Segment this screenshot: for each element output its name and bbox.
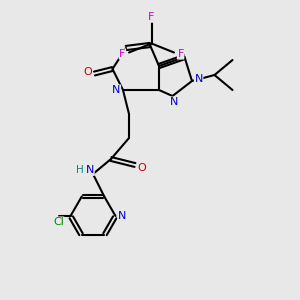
Text: O: O xyxy=(83,67,92,77)
Text: Cl: Cl xyxy=(53,217,64,227)
Text: N: N xyxy=(86,165,94,176)
Text: F: F xyxy=(177,49,184,59)
Text: N: N xyxy=(118,211,126,221)
Text: F: F xyxy=(119,49,126,59)
Text: F: F xyxy=(148,12,155,22)
Text: N: N xyxy=(112,85,121,95)
Text: N: N xyxy=(170,97,178,107)
Text: O: O xyxy=(137,163,146,173)
Text: N: N xyxy=(194,74,203,85)
Text: H: H xyxy=(76,165,83,176)
